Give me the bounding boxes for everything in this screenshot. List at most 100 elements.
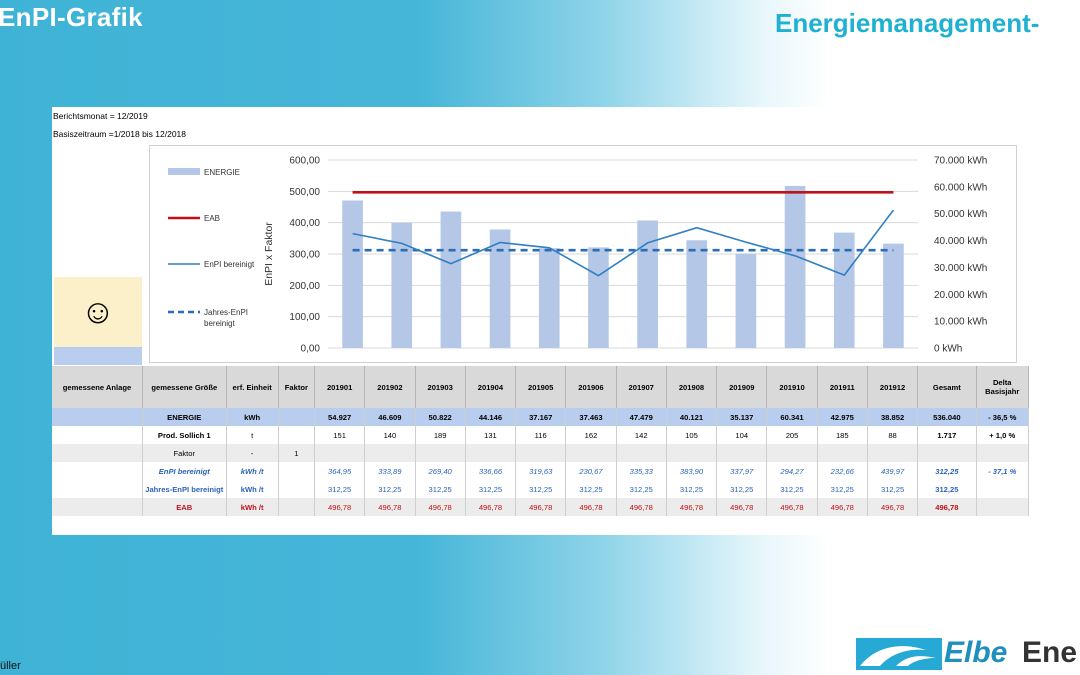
table-cell: 230,67 xyxy=(565,462,617,480)
energie-bar xyxy=(391,222,413,348)
table-cell xyxy=(716,444,768,462)
y-right-tick-label: 70.000 kWh xyxy=(934,156,987,167)
table-cell: 496,78 xyxy=(867,498,919,516)
enpi-data-table: gemessene Anlage gemessene Größe erf. Einh… xyxy=(52,366,1029,516)
table-row: EnPI bereinigt kWh /t 364,95 333,89 269,40 33… xyxy=(52,462,1029,480)
table-cell xyxy=(278,408,316,426)
y-left-tick-label: 200,00 xyxy=(289,281,320,292)
y-right-tick-label: 60.000 kWh xyxy=(934,182,987,193)
table-cell: Prod. Sollich 1 xyxy=(142,426,227,444)
table-cell: 496,78 xyxy=(716,498,768,516)
y-right-tick-label: 40.000 kWh xyxy=(934,236,987,247)
table-cell: 37.167 xyxy=(515,408,567,426)
table-cell: 294,27 xyxy=(766,462,818,480)
table-cell: EAB xyxy=(142,498,227,516)
table-cell xyxy=(278,498,316,516)
table-cell: - 37,1 % xyxy=(976,462,1029,480)
energie-bar xyxy=(588,247,609,348)
table-cell xyxy=(515,444,567,462)
table-cell: + 1,0 % xyxy=(976,426,1029,444)
table-cell: 140 xyxy=(364,426,416,444)
energie-bar xyxy=(440,211,462,348)
table-cell xyxy=(867,444,919,462)
table-header-cell: Delta Basisjahr xyxy=(976,366,1029,408)
table-row: EAB kWh /t 496,78 496,78 496,78 496,78 496,78 4… xyxy=(52,498,1029,516)
table-row: Faktor -1 xyxy=(52,444,1029,462)
table-header-cell: 201909 xyxy=(716,366,768,408)
table-cell: t xyxy=(226,426,279,444)
table-header-cell: 201906 xyxy=(565,366,617,408)
table-cell xyxy=(666,444,718,462)
logo-word-elbe: Elbe xyxy=(944,636,1008,669)
legend-label: Jahres-EnPI xyxy=(204,308,248,317)
energie-bar xyxy=(637,220,658,348)
table-cell xyxy=(817,444,868,462)
table-cell xyxy=(52,444,143,462)
table-cell: 536.040 xyxy=(917,408,977,426)
table-header-cell: Gesamt xyxy=(917,366,977,408)
table-cell: 54.927 xyxy=(314,408,366,426)
y-right-tick-label: 20.000 kWh xyxy=(934,290,987,301)
table-cell: 162 xyxy=(565,426,617,444)
table-cell xyxy=(52,426,143,444)
table-cell: 496,78 xyxy=(415,498,466,516)
energie-bar xyxy=(489,229,511,348)
smiley-icon: ☺ xyxy=(80,292,116,331)
table-cell: 151 xyxy=(314,426,366,444)
energie-bar xyxy=(686,240,708,348)
table-cell: 319,63 xyxy=(515,462,567,480)
table-row: ENERGIE kWh 54.927 46.609 50.822 44.146 37.167… xyxy=(52,408,1029,426)
table-row: Prod. Sollich 1 t 151 140 189 131 116 162 142 105… xyxy=(52,426,1029,444)
table-cell: 185 xyxy=(817,426,868,444)
table-cell xyxy=(976,444,1029,462)
table-cell: 37.463 xyxy=(565,408,617,426)
blue-cell xyxy=(54,347,142,365)
table-header-cell: 201902 xyxy=(364,366,416,408)
legend-label-cont: bereinigt xyxy=(204,319,235,328)
table-cell: 496,78 xyxy=(817,498,868,516)
legend-label: EAB xyxy=(204,214,220,223)
table-cell: 312,25 xyxy=(766,480,818,498)
table-cell: 46.609 xyxy=(364,408,416,426)
table-cell: 35.137 xyxy=(716,408,768,426)
table-cell: 40.121 xyxy=(666,408,718,426)
table-header-cell: 201901 xyxy=(314,366,366,408)
table-cell: 337,97 xyxy=(716,462,768,480)
table-cell: 312,25 xyxy=(364,480,416,498)
table-cell: 496,78 xyxy=(465,498,517,516)
table-cell: 364,95 xyxy=(314,462,366,480)
table-cell xyxy=(314,444,366,462)
table-cell: 312,25 xyxy=(515,480,567,498)
table-cell xyxy=(976,498,1029,516)
table-cell: kWh /t xyxy=(226,480,279,498)
table-header-cell: erf. Einheit xyxy=(226,366,279,408)
basiszeitraum-label: Basiszeitraum =1/2018 bis 12/2018 xyxy=(53,129,187,139)
table-cell: 142 xyxy=(616,426,667,444)
table-cell: 104 xyxy=(716,426,768,444)
table-cell: EnPI bereinigt xyxy=(142,462,227,480)
table-cell: - 36,5 % xyxy=(976,408,1029,426)
y-left-tick-label: 400,00 xyxy=(289,218,320,229)
table-cell: Faktor xyxy=(142,444,227,462)
table-cell: 496,78 xyxy=(314,498,366,516)
table-cell: 116 xyxy=(515,426,567,444)
table-cell: 312,25 xyxy=(817,480,868,498)
y-left-tick-label: 600,00 xyxy=(289,156,320,167)
elbe-logo-icon xyxy=(856,638,942,670)
table-cell: 105 xyxy=(666,426,718,444)
table-header-cell: 201910 xyxy=(766,366,818,408)
y-left-tick-label: 500,00 xyxy=(289,187,320,198)
table-cell: 131 xyxy=(465,426,517,444)
table-cell xyxy=(415,444,466,462)
table-header-cell: 201903 xyxy=(415,366,466,408)
table-cell xyxy=(278,462,316,480)
y-right-tick-label: 10.000 kWh xyxy=(934,317,987,328)
spreadsheet-excerpt: Berichtsmonat = 12/2019 Basiszeitraum =1… xyxy=(52,107,1029,535)
enpi-chart-svg: 600,00 500,00 400,00 300,00 200,00 100,00 0,00… xyxy=(168,156,987,355)
smiley-indicator: ☺ xyxy=(54,277,142,347)
table-cell: 38.852 xyxy=(867,408,919,426)
table-cell: 496,78 xyxy=(917,498,977,516)
table-cell: 496,78 xyxy=(565,498,617,516)
table-cell xyxy=(766,444,818,462)
table-cell: 496,78 xyxy=(666,498,718,516)
